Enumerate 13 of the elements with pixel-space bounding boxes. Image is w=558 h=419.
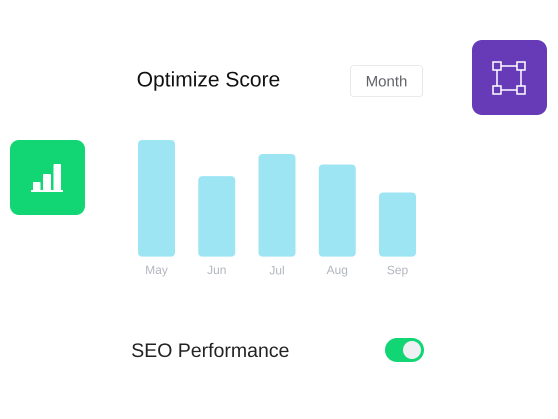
x-tick-label: May: [146, 266, 168, 276]
bar: [258, 154, 296, 257]
x-tick-label: Aug: [326, 266, 348, 276]
bar: [379, 192, 416, 257]
x-tick-label: Jul: [270, 266, 284, 275]
text: SEO Performance: [132, 342, 289, 358]
x-tick-label: Jun: [207, 266, 226, 274]
x-tick-label: Sep: [387, 266, 408, 277]
text: Month: [366, 75, 406, 86]
bar: [138, 140, 176, 257]
bar: [198, 176, 236, 257]
chart-title: Optimize Score: [138, 71, 280, 91]
bar: [318, 164, 356, 257]
